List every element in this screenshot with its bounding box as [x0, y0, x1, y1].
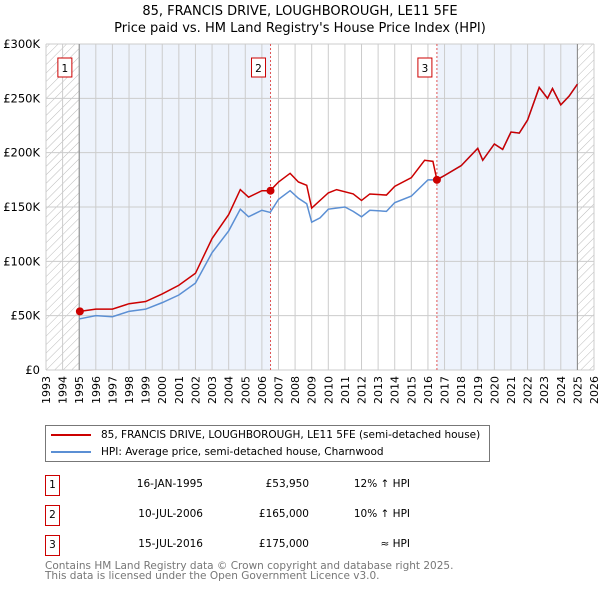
x-tick-label: 2014: [389, 376, 402, 404]
x-tick-label: 2000: [156, 376, 169, 404]
x-tick-label: 2024: [555, 376, 568, 404]
x-tick-label: 2013: [372, 376, 385, 404]
x-tick-label: 2020: [488, 376, 501, 404]
legend-item-property: 85, FRANCIS DRIVE, LOUGHBOROUGH, LE11 5F…: [51, 427, 480, 443]
x-tick-label: 2007: [272, 376, 285, 404]
x-tick-label: 1997: [106, 376, 119, 404]
x-tick-label: 1994: [57, 376, 70, 404]
x-tick-label: 1996: [90, 376, 103, 404]
x-tick-label: 2001: [173, 376, 186, 404]
sale-row: 1 16-JAN-1995 £53,950 12% ↑ HPI: [45, 475, 445, 496]
sale-marker-box: [417, 57, 433, 78]
x-tick-label: 2017: [439, 376, 452, 404]
line-chart: 1993 1994 1995 1996 1997 1998 1999 2000 2001 2002…: [3, 37, 600, 404]
sale-point: [432, 175, 441, 184]
x-tick-label: 2005: [239, 376, 252, 404]
legend-swatch-blue: [51, 451, 91, 453]
x-tick-label: 2011: [339, 376, 352, 404]
y-tick-label: £0: [25, 363, 40, 377]
sale-price: £165,000: [258, 508, 309, 520]
sale-marker-number: 2: [255, 63, 262, 75]
x-tick-label: 2008: [289, 376, 302, 404]
sale-hpi-relation: ≈ HPI: [380, 538, 410, 550]
sale-marker-box: [57, 57, 73, 78]
footer: Contains HM Land Registry data © Crown c…: [45, 560, 454, 582]
y-tick-label: £200K: [3, 146, 40, 160]
x-tick-label: 1999: [140, 376, 153, 404]
sale-price: £175,000: [258, 538, 309, 550]
y-tick-label: £100K: [3, 254, 40, 268]
footer-licence: This data is licensed under the Open Gov…: [45, 570, 380, 582]
sale-date: 15-JUL-2016: [138, 538, 203, 550]
chart-subtitle: Price paid vs. HM Land Registry's House …: [114, 21, 486, 36]
y-tick-label: £150K: [3, 200, 40, 214]
x-tick-label: 2009: [306, 376, 319, 404]
sale-hpi-relation: 12% ↑ HPI: [353, 478, 410, 490]
sale-marker-label: 1: [45, 475, 60, 496]
x-tick-label: 1993: [40, 376, 53, 404]
x-tick-label: 2003: [206, 376, 219, 404]
x-tick-label: 2015: [405, 376, 418, 404]
sale-hpi-relation: 10% ↑ HPI: [353, 508, 410, 520]
x-tick-label: 2010: [322, 376, 335, 404]
chart-title: 85, FRANCIS DRIVE, LOUGHBOROUGH, LE11 5F…: [142, 4, 458, 19]
sale-row: 3 15-JUL-2016 £175,000 ≈ HPI: [45, 535, 445, 556]
x-tick-label: 2006: [256, 376, 269, 404]
x-tick-label: 1995: [73, 376, 86, 404]
x-tick-label: 2026: [588, 376, 600, 404]
legend-item-hpi: HPI: Average price, semi-detached house,…: [51, 444, 384, 460]
y-tick-label: £300K: [3, 37, 40, 51]
footer-copyright: Contains HM Land Registry data © Crown c…: [45, 560, 454, 572]
x-tick-label: 1998: [123, 376, 136, 404]
sale-price: £53,950: [265, 478, 309, 490]
sale-point: [75, 307, 84, 316]
sale-date: 16-JAN-1995: [136, 478, 203, 490]
sale-row: 2 10-JUL-2006 £165,000 10% ↑ HPI: [45, 505, 445, 526]
x-tick-label: 2025: [571, 376, 584, 404]
legend-swatch-red: [51, 434, 91, 436]
sale-date: 10-JUL-2006: [138, 508, 203, 520]
x-tick-label: 2012: [356, 376, 369, 404]
legend: 85, FRANCIS DRIVE, LOUGHBOROUGH, LE11 5F…: [45, 425, 490, 462]
y-tick-label: £50K: [11, 309, 41, 323]
x-tick-label: 2021: [505, 376, 518, 404]
x-tick-label: 2016: [422, 376, 435, 404]
y-tick-label: £250K: [3, 91, 40, 105]
x-tick-label: 2022: [522, 376, 535, 404]
x-tick-label: 2018: [455, 376, 468, 404]
legend-label: 85, FRANCIS DRIVE, LOUGHBOROUGH, LE11 5F…: [101, 429, 481, 441]
legend-label: HPI: Average price, semi-detached house,…: [101, 446, 384, 458]
sale-marker-box: [251, 57, 267, 78]
x-tick-label: 2019: [472, 376, 485, 404]
x-tick-label: 2004: [223, 376, 236, 404]
sale-marker-label: 2: [45, 505, 60, 526]
x-tick-label: 2023: [538, 376, 551, 404]
sale-marker-number: 3: [422, 63, 429, 75]
sale-point: [266, 186, 275, 195]
price-paid-line: [79, 83, 579, 313]
sale-marker-label: 3: [45, 535, 60, 556]
x-tick-label: 2002: [189, 376, 202, 404]
sale-marker-number: 1: [62, 63, 69, 75]
